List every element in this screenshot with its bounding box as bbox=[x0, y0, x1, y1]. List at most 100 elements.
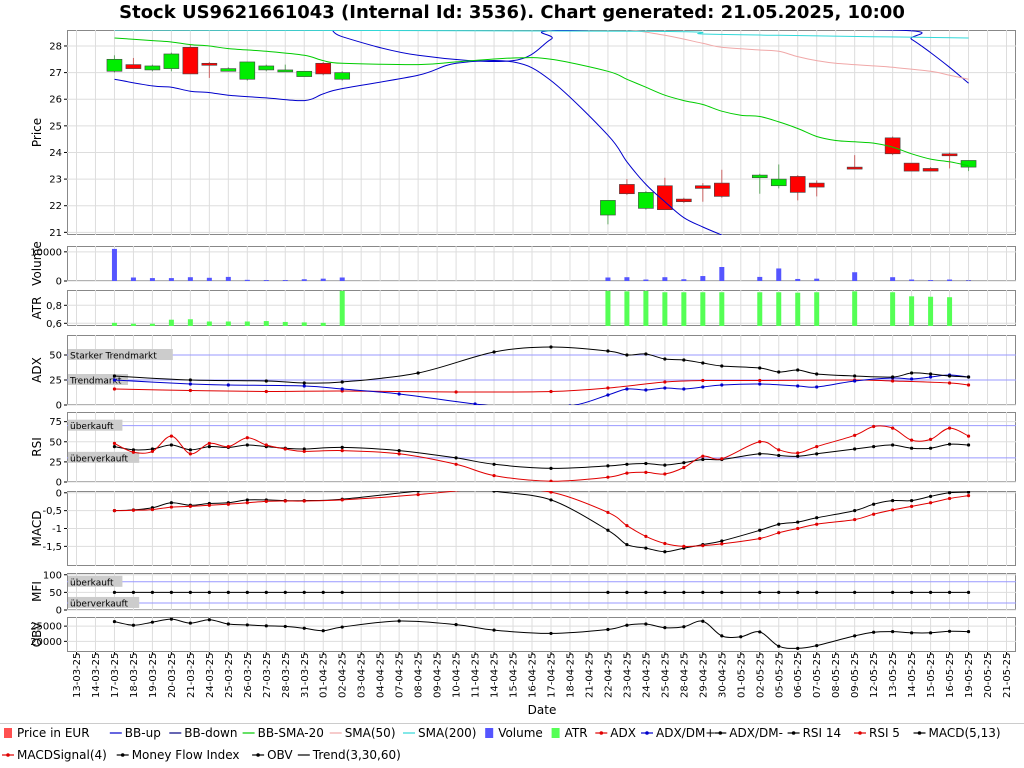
candle-body bbox=[201, 62, 218, 66]
macd-series-point bbox=[283, 499, 287, 503]
chart-title: Stock US9621661043 (Internal Id: 3536). … bbox=[119, 2, 905, 23]
legend-item: BB-up bbox=[109, 726, 161, 740]
macd-series-point bbox=[701, 544, 705, 548]
candle-body bbox=[220, 68, 237, 72]
volume-bar bbox=[700, 276, 706, 281]
macd-series-point bbox=[720, 539, 724, 543]
obv-series-point bbox=[663, 626, 667, 630]
adx-series-point bbox=[891, 375, 895, 379]
rsi-series-point bbox=[606, 475, 610, 479]
rsi-series-point bbox=[131, 450, 136, 454]
legend-item: RSI 5 bbox=[854, 726, 900, 740]
legend-label: ADX/DM+ bbox=[656, 726, 715, 740]
price-ytick-label: 25 bbox=[49, 121, 62, 132]
adx-series-point bbox=[758, 366, 762, 370]
legend-swatch bbox=[4, 728, 12, 738]
adx-series-point bbox=[777, 370, 781, 374]
candle bbox=[334, 71, 351, 81]
x-tick-label: 10-04-25 bbox=[452, 653, 463, 698]
volume-bar bbox=[681, 279, 687, 281]
x-tick-label: 09-05-25 bbox=[850, 653, 861, 698]
macd-series-point bbox=[169, 501, 173, 505]
volume-bar bbox=[111, 248, 117, 281]
rsi-series-point bbox=[758, 452, 762, 456]
atr-bar bbox=[890, 292, 896, 326]
rsi-series-point bbox=[947, 442, 952, 446]
macd-series-point bbox=[758, 536, 762, 541]
rsi-series-point bbox=[777, 448, 781, 452]
x-tick-label: 01-04-25 bbox=[319, 653, 330, 698]
mfi-series-point bbox=[891, 590, 895, 594]
rsi-series-point bbox=[910, 446, 914, 450]
mfi-series-point bbox=[188, 590, 192, 594]
adx-series-point bbox=[928, 375, 933, 379]
x-tick-label: 18-04-25 bbox=[565, 653, 576, 698]
adx-series-point bbox=[701, 361, 705, 365]
x-tick-label: 14-05-25 bbox=[907, 653, 918, 698]
obv-series-point bbox=[340, 625, 344, 629]
volume-bar bbox=[890, 277, 896, 281]
x-tick-label: 14-03-25 bbox=[91, 653, 102, 698]
legend-item: SMA(50) bbox=[329, 726, 396, 740]
obv-axis-label: OBV bbox=[30, 621, 44, 647]
atr-bar bbox=[700, 292, 706, 326]
x-tick-label: 03-04-25 bbox=[357, 653, 368, 698]
volume-bar bbox=[719, 267, 725, 281]
legend-label: BB-down bbox=[184, 726, 237, 740]
price-series-line bbox=[114, 60, 722, 235]
mfi-plot-area bbox=[67, 573, 1016, 610]
price-ytick-label: 23 bbox=[49, 175, 62, 186]
adx-series-point bbox=[112, 378, 117, 382]
obv-series-point bbox=[891, 630, 895, 634]
adx-series-point bbox=[511, 405, 514, 408]
macd-series-point bbox=[644, 534, 648, 538]
candle-body bbox=[334, 72, 351, 80]
x-tick-label: 16-04-25 bbox=[528, 653, 539, 698]
rsi-series-point bbox=[720, 457, 724, 461]
candle-body bbox=[770, 178, 787, 187]
macd-series-point bbox=[853, 509, 857, 513]
adx-series-point bbox=[473, 402, 477, 405]
obv-series-point bbox=[454, 623, 458, 627]
rsi-ref-label: überkauft bbox=[70, 422, 114, 432]
legend-swatch-dot bbox=[256, 753, 260, 757]
mfi-series-point bbox=[321, 590, 325, 594]
x-tick-label: 13-03-25 bbox=[72, 653, 83, 698]
macd-series-point bbox=[606, 510, 610, 515]
macd-series-point bbox=[416, 492, 420, 497]
obv-series-point bbox=[150, 620, 155, 624]
rsi-series-line bbox=[114, 443, 969, 469]
candle bbox=[144, 64, 161, 72]
legend-label: SMA(50) bbox=[345, 726, 396, 740]
legend-item: MACDSignal(4) bbox=[2, 748, 107, 762]
obv-series-point bbox=[549, 631, 553, 636]
x-tick-label: 18-03-25 bbox=[129, 653, 140, 698]
mfi-series-point bbox=[226, 590, 230, 594]
candle bbox=[638, 191, 654, 210]
legend-item: BB-SMA-20 bbox=[242, 726, 324, 740]
macd-series-point bbox=[340, 498, 344, 502]
x-tick-label: 07-04-25 bbox=[395, 653, 406, 698]
rsi-series-point bbox=[264, 443, 268, 447]
rsi-series-point bbox=[397, 449, 401, 453]
adx-series-point bbox=[549, 345, 553, 349]
macd-series-point bbox=[966, 494, 971, 498]
candle-body bbox=[751, 174, 768, 179]
legend-label: ATR bbox=[565, 726, 588, 740]
macd-series-point bbox=[112, 509, 117, 513]
obv-series-point bbox=[872, 630, 876, 634]
macd-series-point bbox=[492, 491, 496, 493]
adx-series-point bbox=[340, 380, 344, 384]
candle bbox=[695, 183, 711, 202]
rsi-series-point bbox=[150, 449, 155, 454]
candle-body bbox=[960, 160, 977, 168]
candle bbox=[315, 61, 332, 76]
x-tick-label: 15-05-25 bbox=[926, 653, 937, 698]
adx-series-point bbox=[796, 384, 800, 388]
macd-series-point bbox=[226, 502, 230, 506]
x-tick-label: 14-04-25 bbox=[490, 653, 501, 698]
adx-series-point bbox=[302, 384, 306, 388]
obv-series-point bbox=[302, 626, 306, 630]
